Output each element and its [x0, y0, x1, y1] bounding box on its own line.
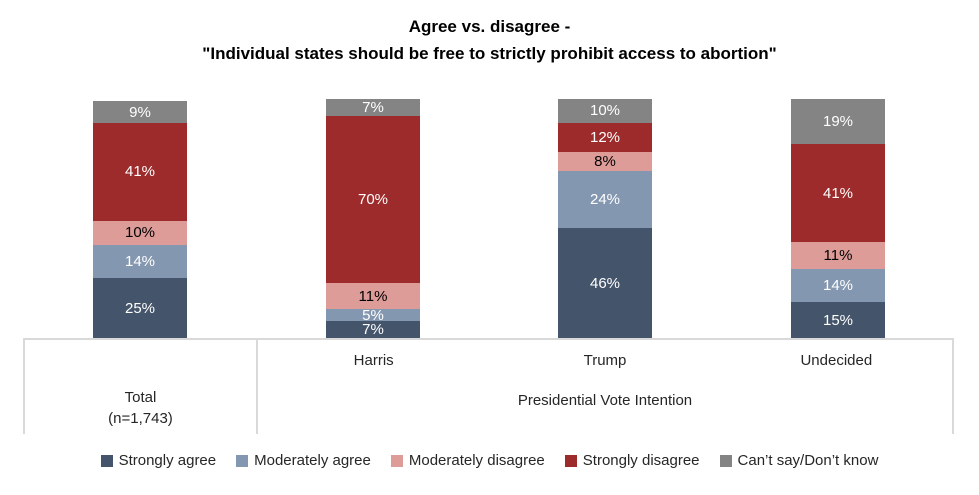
legend-label: Strongly disagree — [582, 452, 700, 469]
data-label: 70% — [357, 190, 389, 208]
data-label: 10% — [124, 224, 156, 242]
axis-label-harris: Harris — [353, 351, 394, 369]
data-label: 9% — [129, 103, 151, 121]
data-label: 14% — [124, 253, 156, 271]
data-label: 11% — [823, 247, 853, 265]
data-label: 12% — [589, 128, 621, 146]
data-label: 5% — [362, 306, 384, 324]
bar-segment: 9% — [93, 101, 187, 123]
bar-segment: 11% — [326, 283, 420, 310]
bar-segment: 41% — [791, 144, 885, 243]
bar-segment: 8% — [558, 151, 652, 171]
bar-segment: 25% — [93, 278, 187, 338]
bar-segment: 41% — [93, 122, 187, 221]
data-label: 41% — [124, 163, 156, 181]
legend-marker-icon — [100, 454, 113, 467]
axis-label-trump: Trump — [583, 351, 627, 369]
axis-group-label: Presidential Vote Intention — [517, 392, 693, 409]
legend-label: Can’t say/Don’t know — [737, 452, 879, 469]
axis-cell-total: Total (n=1,743) — [23, 340, 258, 434]
axis-cell-vote-intention: Harris Trump Undecided Presidential Vote… — [258, 340, 954, 434]
legend-marker-icon — [236, 454, 249, 467]
bar-total-n-1-743: 25% 14% 10% 41% 9% — [93, 99, 187, 338]
data-label: 15% — [822, 311, 854, 329]
legend: Strongly agree Moderately agree Moderately… — [0, 452, 979, 469]
bar-segment: 11% — [791, 242, 885, 269]
legend-item: Moderately disagree — [390, 452, 545, 469]
bar-segment: 5% — [326, 306, 420, 324]
bar-segment: 7% — [326, 99, 420, 116]
bar-segment: 10% — [558, 99, 652, 123]
bar-segment: 19% — [791, 99, 885, 145]
legend-label: Moderately agree — [254, 452, 371, 469]
axis-label-total: Total — [124, 389, 157, 406]
legend-item: Moderately agree — [236, 452, 371, 469]
plot-area: 25% 14% 10% 41% 9% 7% 5% 11% 70% 7% 46% 24% 8% 12% 10%… — [0, 99, 979, 338]
legend-marker-icon — [719, 454, 732, 467]
legend-label: Strongly agree — [118, 452, 217, 469]
data-label: 46% — [589, 274, 621, 292]
legend-item: Strongly disagree — [564, 452, 700, 469]
bar-trump: 46% 24% 8% 12% 10% — [558, 99, 652, 338]
data-label: 25% — [124, 299, 156, 317]
axis-label-undecided: Undecided — [800, 351, 873, 369]
legend-item: Can’t say/Don’t know — [719, 452, 879, 469]
data-label: 11% — [358, 287, 388, 305]
chart-title-line1: Agree vs. disagree - — [408, 17, 571, 36]
legend-marker-icon — [564, 454, 577, 467]
bar-segment: 7% — [326, 321, 420, 338]
bar-segment: 70% — [326, 115, 420, 284]
data-label: 24% — [589, 190, 621, 208]
data-label: 41% — [822, 184, 854, 202]
data-label: 19% — [822, 113, 854, 131]
legend-marker-icon — [390, 454, 403, 467]
axis-subcategory-row: Harris Trump Undecided — [258, 340, 952, 380]
legend-label: Moderately disagree — [408, 452, 545, 469]
bar-segment: 14% — [93, 244, 187, 279]
bar-segment: 10% — [93, 220, 187, 245]
chart-title-line2: "Individual states should be free to str… — [202, 44, 777, 63]
data-label: 10% — [589, 102, 621, 120]
bar-undecided: 15% 14% 11% 41% 19% — [791, 99, 885, 338]
data-label: 7% — [362, 98, 384, 116]
category-axis: Total (n=1,743) Harris Trump Undecided P… — [23, 338, 954, 434]
data-label: 8% — [594, 152, 616, 170]
bar-segment: 15% — [791, 302, 885, 338]
data-label: 14% — [822, 276, 854, 294]
legend-item: Strongly agree — [100, 452, 217, 469]
data-label: 7% — [362, 321, 384, 339]
bar-segment: 14% — [791, 268, 885, 303]
chart-title: Agree vs. disagree - "Individual states … — [0, 13, 979, 67]
bar-segment: 24% — [558, 170, 652, 229]
bar-segment: 12% — [558, 122, 652, 152]
bar-harris: 7% 5% 11% 70% 7% — [326, 99, 420, 338]
axis-label-total-n: (n=1,743) — [108, 410, 173, 427]
bar-segment: 46% — [558, 228, 652, 338]
